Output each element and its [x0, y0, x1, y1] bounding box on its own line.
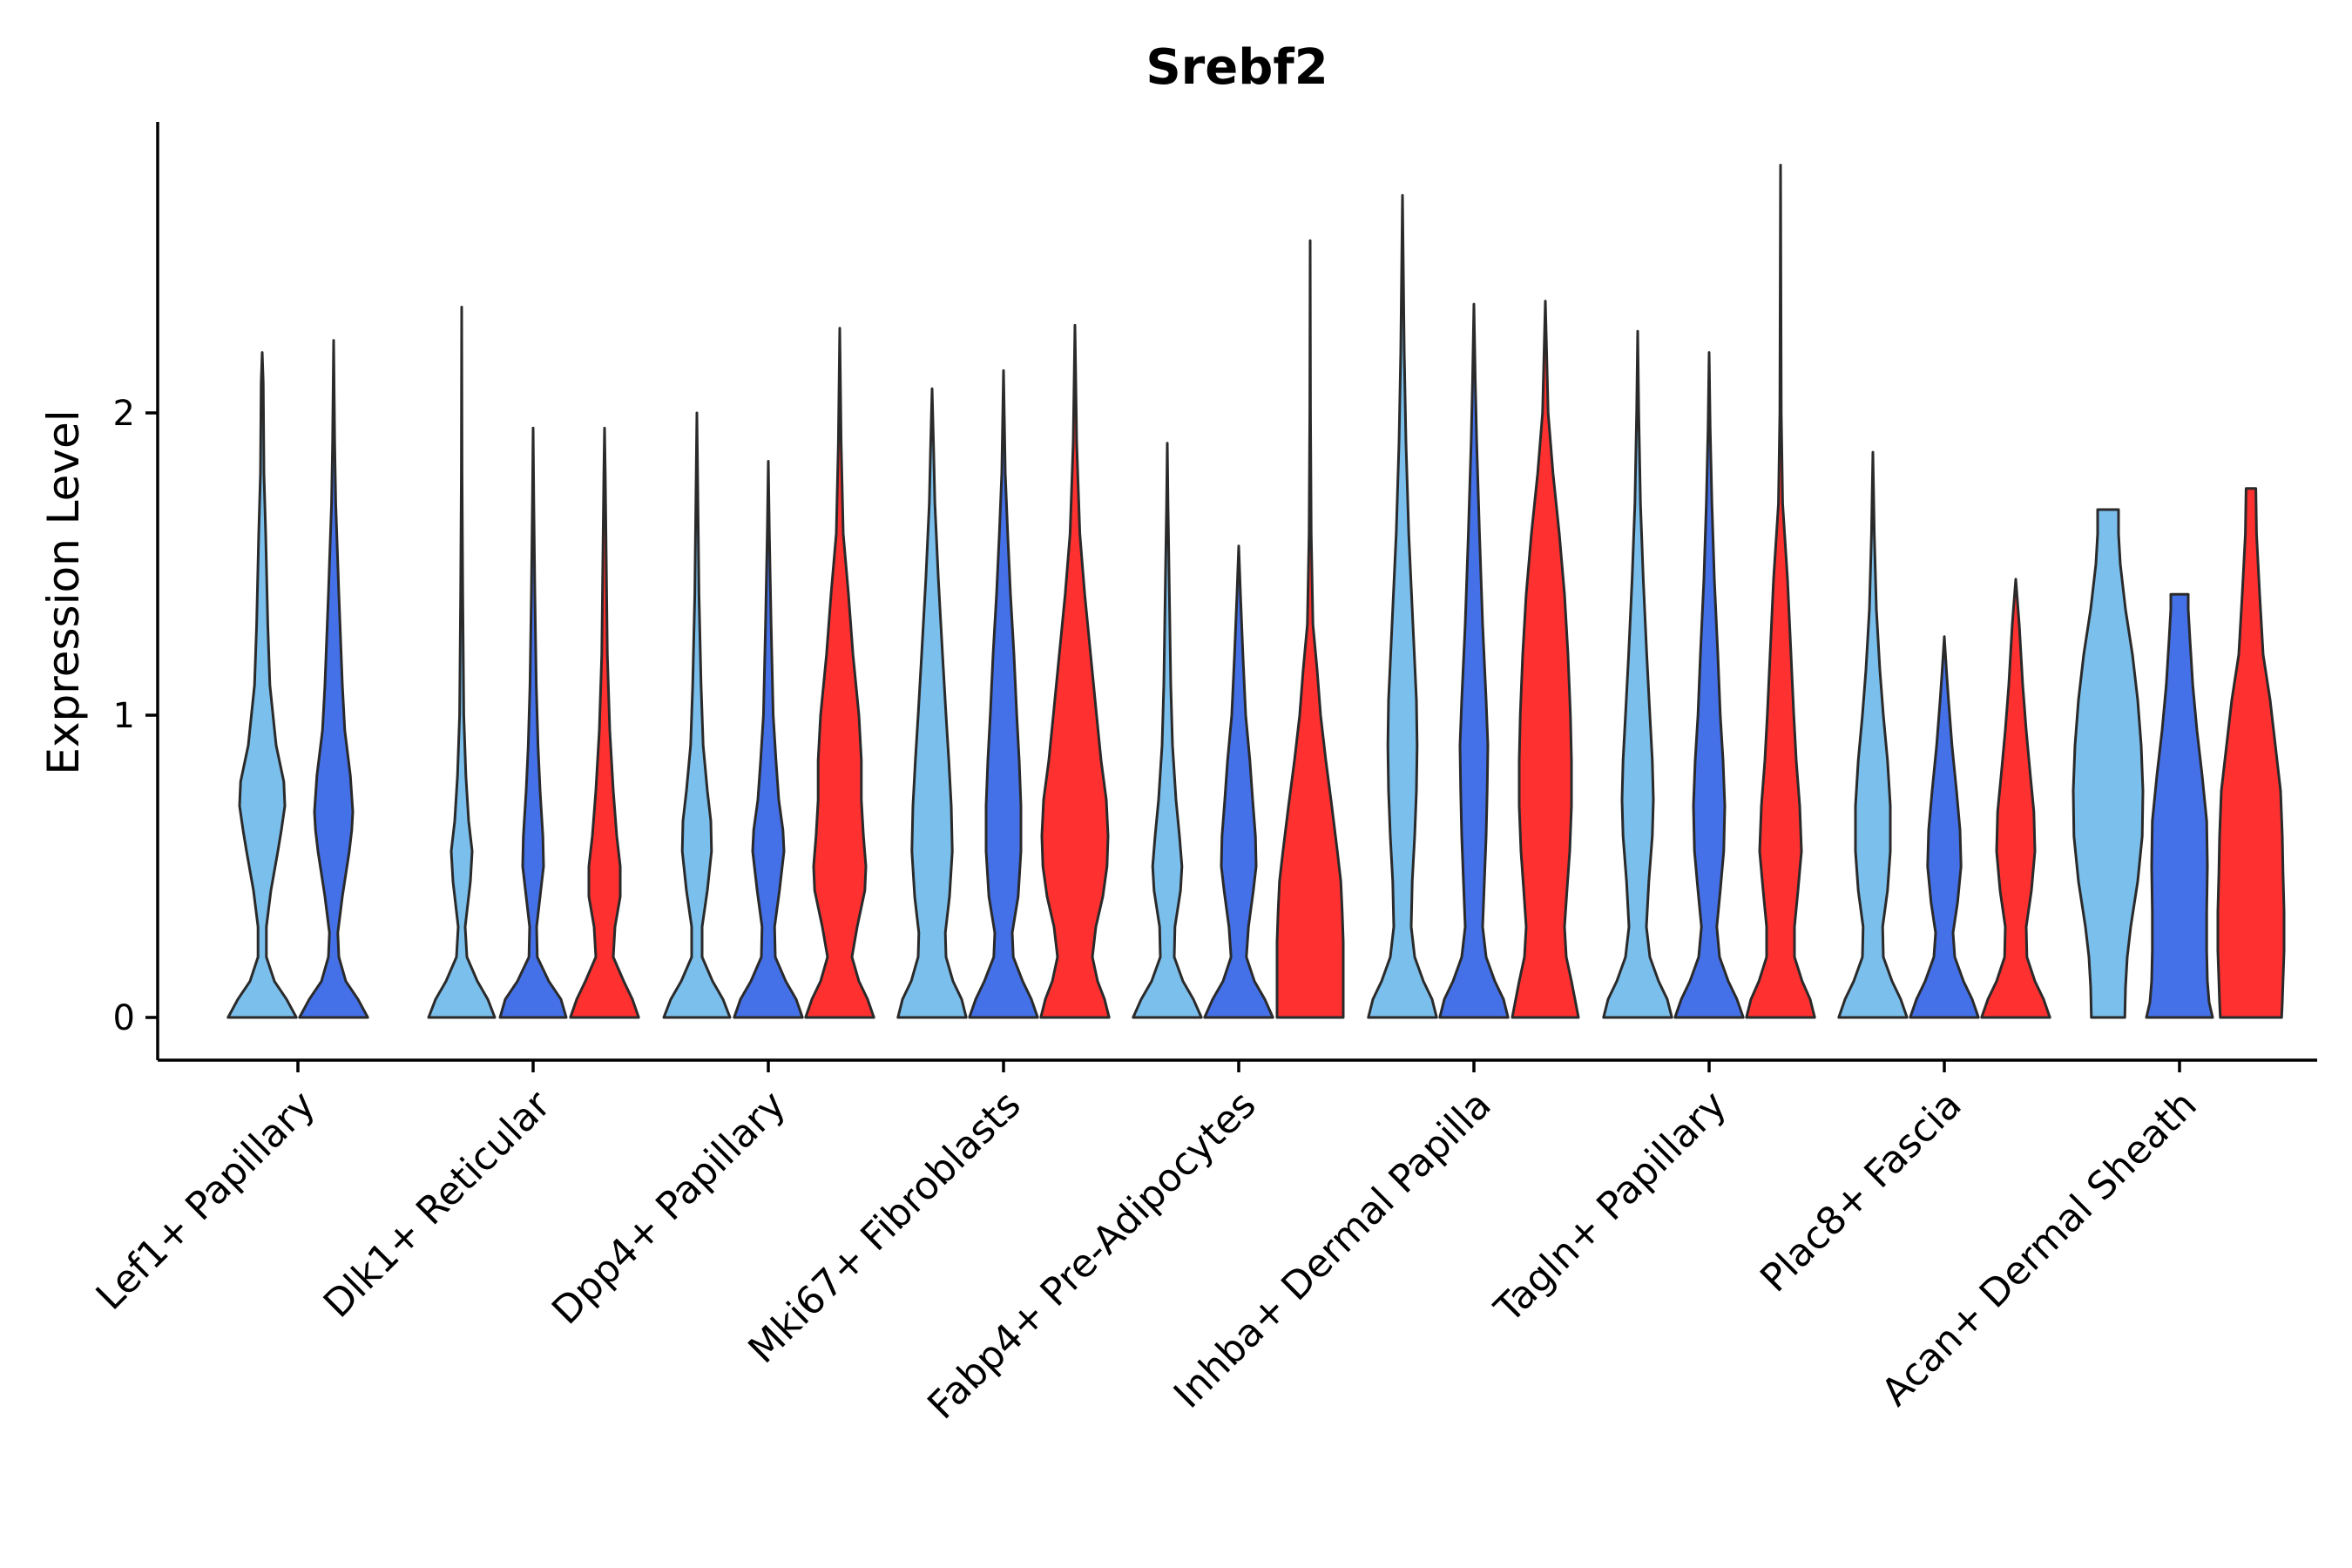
- violin-5-series-1: [1367, 193, 1438, 1019]
- y-tick-label-0: 0: [113, 998, 135, 1038]
- x-tick-label-6: Tagln+ Papillary: [1486, 1083, 1735, 1332]
- violin-4-series-3: [1275, 239, 1345, 1019]
- x-tick-label-1: Dlk1+ Reticular: [315, 1082, 560, 1327]
- violin-0-series-1: [226, 351, 298, 1019]
- violin-6-series-2: [1673, 351, 1745, 1019]
- x-tick-label-7: Plac8+ Fascia: [1752, 1083, 1970, 1301]
- violin-3-series-2: [968, 368, 1039, 1019]
- violin-2-series-1: [662, 411, 732, 1019]
- y-tick-label-1: 1: [113, 696, 135, 736]
- violin-1-series-1: [427, 306, 497, 1019]
- violin-5-series-2: [1438, 302, 1510, 1019]
- violin-7-series-1: [1837, 450, 1909, 1019]
- violin-2-series-2: [733, 460, 804, 1019]
- violin-1-series-3: [569, 426, 640, 1019]
- violin-6-series-1: [1602, 329, 1673, 1019]
- violin-1-series-2: [498, 426, 568, 1019]
- violin-8-series-3: [2216, 487, 2286, 1019]
- violin-7-series-2: [1909, 635, 1980, 1019]
- violin-0-series-2: [298, 339, 369, 1019]
- violin-8-series-1: [2072, 508, 2145, 1019]
- y-axis-label: Expression Level: [38, 409, 89, 774]
- violin-6-series-3: [1745, 164, 1816, 1019]
- x-tick-label-0: Lef1+ Papillary: [88, 1083, 324, 1319]
- violin-4-series-1: [1132, 442, 1203, 1019]
- x-tick-label-2: Dpp4+ Papillary: [544, 1083, 794, 1334]
- violins-layer: [226, 164, 2286, 1019]
- violin-5-series-3: [1511, 300, 1580, 1019]
- violin-3-series-1: [896, 387, 968, 1019]
- chart-title: Srebf2: [1146, 39, 1328, 96]
- violin-4-series-2: [1203, 544, 1274, 1019]
- violin-7-series-3: [1980, 578, 2051, 1019]
- y-tick-label-2: 2: [113, 394, 135, 434]
- violin-3-series-3: [1039, 323, 1111, 1019]
- violin-8-series-2: [2145, 592, 2214, 1019]
- violin-2-series-3: [804, 327, 875, 1019]
